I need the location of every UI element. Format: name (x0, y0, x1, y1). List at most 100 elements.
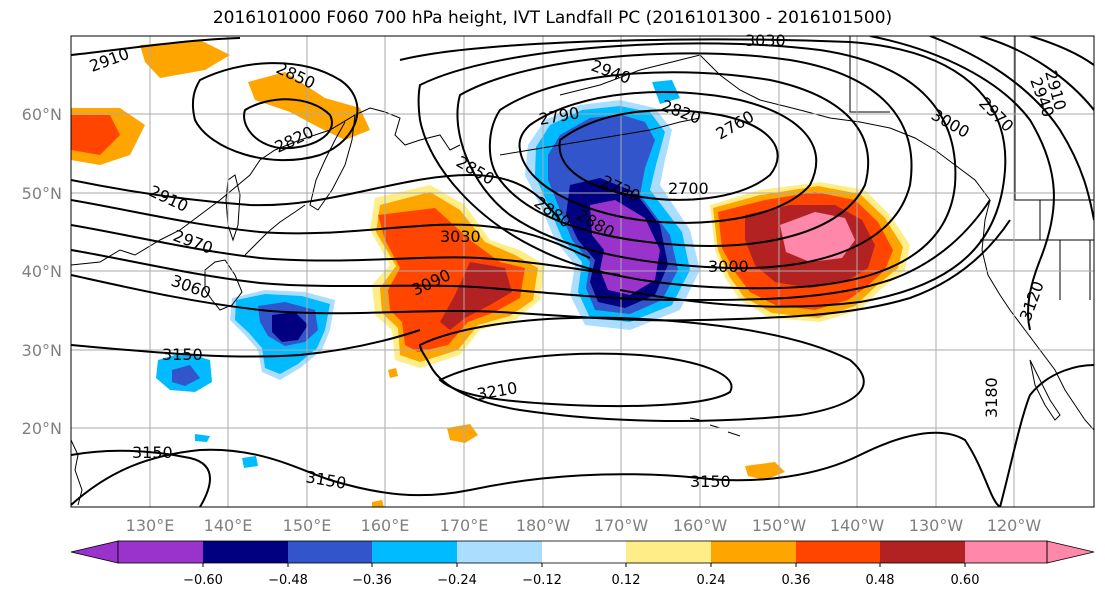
height-contour (71, 173, 561, 221)
lon-label-150w: 150°W (752, 516, 807, 535)
lon-label-130w: 130°W (909, 516, 964, 535)
ivt-positive-area (447, 424, 478, 443)
colorbar-ticks (202, 563, 966, 567)
lon-label-130e: 130°E (126, 516, 175, 535)
colorbar-swatch (965, 541, 1047, 563)
lat-label-40n: 40°N (22, 262, 62, 281)
contour-label: 3180 (982, 377, 1001, 418)
height-contour (71, 431, 1001, 507)
colorbar-tick-label: −0.24 (437, 573, 477, 588)
contour-label: 3150 (162, 345, 203, 364)
lon-label-160e: 160°E (361, 516, 410, 535)
lon-label-180w: 180°W (516, 516, 571, 535)
height-contour (71, 449, 211, 507)
height-contour (71, 37, 241, 56)
ivt-negative-area (242, 456, 258, 468)
colorbar-swatch (880, 541, 965, 563)
ivt-positive-area (372, 500, 384, 507)
height-contour (979, 36, 1094, 111)
ivt-positive-area (440, 262, 512, 330)
contour-label: 3150 (690, 472, 731, 491)
height-contour (999, 364, 1094, 507)
lat-label-50n: 50°N (22, 184, 62, 203)
lat-label-20n: 20°N (22, 419, 62, 438)
ivt-positive-area (780, 212, 855, 262)
contour-label: 3150 (132, 443, 173, 462)
aleutian-islands (499, 117, 701, 156)
colorbar-tick-label: −0.60 (183, 573, 223, 588)
height-contours (71, 36, 1094, 507)
lon-label-150e: 150°E (283, 516, 332, 535)
colorbar-tick-label: −0.48 (268, 573, 308, 588)
alaska-coastline (559, 54, 991, 201)
lat-label-60n: 60°N (22, 105, 62, 124)
lon-label-160w: 160°W (673, 516, 728, 535)
graticule (71, 36, 1094, 507)
contour-label: 3030 (745, 31, 786, 50)
height-contour (929, 36, 1094, 221)
height-contour (518, 91, 818, 224)
colorbar-swatch (542, 541, 626, 563)
height-contour (488, 71, 870, 247)
longitude-labels: 130°E 140°E 150°E 160°E 170°E 180°W 170°… (126, 516, 1042, 535)
height-contour (71, 199, 991, 302)
colorbar-swatch (203, 541, 288, 563)
colorbar-swatch (118, 541, 203, 563)
colorbar: −0.60 −0.48 −0.36 −0.24 −0.12 0.12 0.24 … (70, 540, 1095, 588)
lon-label-140e: 140°E (204, 516, 253, 535)
colorbar-tick-label: 0.36 (782, 573, 811, 588)
height-contour (1029, 36, 1094, 66)
colorbar-swatch (711, 541, 796, 563)
sakhalin-coastline (225, 174, 241, 242)
philippines (71, 439, 83, 506)
colorbar-tick-label: 0.12 (612, 573, 641, 588)
ivt-negative-area (272, 312, 308, 342)
lat-label-30n: 30°N (22, 341, 62, 360)
map-layers (71, 36, 1094, 507)
lon-label-170w: 170°W (594, 516, 649, 535)
colorbar-tick-label: 0.48 (866, 573, 895, 588)
ivt-positive-area (248, 72, 370, 140)
lon-label-140w: 140°W (830, 516, 885, 535)
contour-label: 3030 (440, 227, 481, 246)
colorbar-swatch (796, 541, 880, 563)
height-contour (191, 62, 359, 162)
height-contour (869, 36, 1055, 261)
contour-label: 3000 (708, 257, 749, 276)
colorbar-tick-label: −0.12 (522, 573, 562, 588)
ivt-positive-area (745, 462, 785, 480)
map-border (70, 35, 1095, 508)
kuril-islands (244, 204, 306, 256)
north-america-coastline (981, 199, 1094, 431)
asia-coastline (71, 107, 461, 266)
colorbar-swatch (457, 541, 542, 563)
ivt-positive-area (388, 368, 398, 378)
height-contour (71, 329, 421, 358)
height-contour (558, 109, 779, 201)
colorbar-tick-label: 0.60 (951, 573, 980, 588)
colorbar-tick-label: −0.36 (352, 573, 392, 588)
ivt-negative-area (195, 434, 210, 442)
lon-label-170e: 170°E (440, 516, 489, 535)
colorbar-swatch (372, 541, 457, 563)
ivt-positive-area (140, 40, 230, 78)
height-contour (438, 352, 733, 408)
ivt-negative-area (172, 365, 200, 386)
latitude-labels: 60°N 50°N 40°N 30°N 20°N (22, 105, 62, 438)
height-contour (1027, 259, 1041, 331)
height-contour (417, 42, 957, 290)
height-contour (71, 224, 621, 276)
height-contour (71, 199, 591, 259)
canada-borders (849, 36, 1094, 300)
colorbar-swatch (288, 541, 372, 563)
japan-coastline (204, 259, 243, 311)
colorbar-swatch (626, 541, 711, 563)
height-contour (456, 52, 913, 270)
colorbar-min-arrow (70, 540, 119, 564)
ivt-positive-area (378, 208, 525, 352)
colorbar-outline (117, 540, 1048, 564)
colorbar-max-arrow (1046, 540, 1095, 564)
lon-label-120w: 120°W (987, 516, 1042, 535)
height-contour (399, 38, 1007, 308)
